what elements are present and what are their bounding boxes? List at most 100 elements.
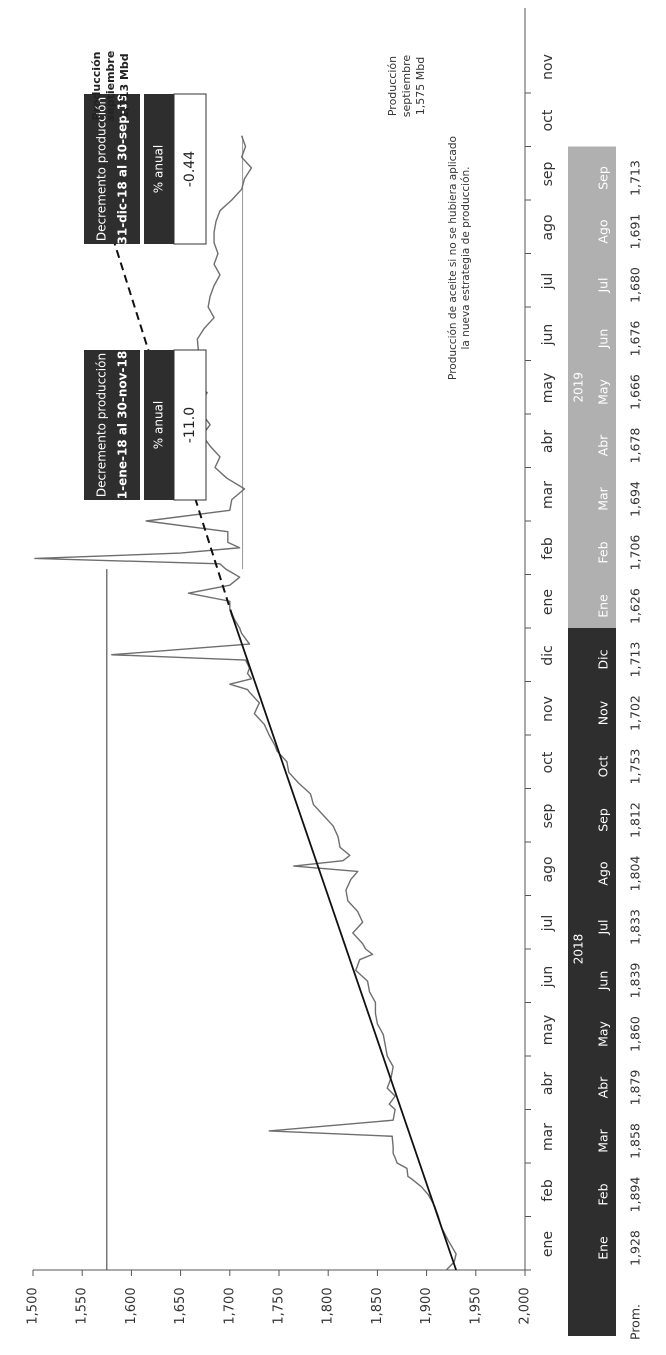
table-month: Jun [596,329,611,350]
x-tick-label: sep [540,161,556,186]
table-month: Ene [596,594,611,618]
y-tick-label: 1,700 [222,1287,237,1324]
y-tick-label: 1,550 [75,1287,90,1324]
daily-production-line [35,136,456,1270]
x-tick-label: mar [540,1123,556,1151]
data-table: 2018 2019 Ene Feb Mar Abr May Jun Jul Ago Sep Oct No… [568,147,666,1340]
annotation-1575-line: Producción [386,56,399,116]
y-tick-group: 2,000 1,950 1,900 1,850 1,800 1,750 1,700 1,650… [26,1270,533,1325]
x-tick-label: ene [540,1231,556,1257]
annotation-1575-line: septiembre [400,55,413,118]
x-tick-group: ene feb mar abr may jun jul ago sep oct nov dic ene f… [525,54,556,1270]
y-tick-label: 1,600 [124,1287,139,1324]
table-month: Sep [596,166,611,190]
box-2018-title-line2: 1-ene-18 al 30-nov-18 [116,351,130,499]
table-month: Mar [596,486,611,510]
y-tick-label: 1,900 [419,1287,434,1324]
annotation-1713-line: Producción [90,52,103,121]
table-avg-label: Prom. [628,1304,643,1340]
table-month: Feb [596,1183,611,1205]
annotation-projection-line: Producción de aceite si no se hubiera ap… [447,136,459,380]
table-month: Ago [596,219,611,243]
table-month: Nov [596,700,611,725]
box-2018-title-line1: Decremento producción [95,353,109,497]
x-tick-label: ago [540,856,556,882]
table-avg-value: 1,839 [628,963,643,999]
table-month: Ago [596,861,611,885]
table-avg-value: 1,706 [628,535,643,571]
table-avg-value: 1,626 [628,588,643,624]
annotation-1713-line: septiembre [104,51,117,122]
box-2019-header: % anual [152,145,166,193]
table-month: Jul [596,919,611,935]
table-avg-value: 1,860 [628,1016,643,1052]
table-month: May [596,1020,611,1046]
table-month: Feb [596,541,611,563]
table-month: Mar [596,1128,611,1152]
x-tick-label: may [540,1015,556,1046]
table-month: Oct [596,756,611,778]
table-month: Jun [596,971,611,992]
table-month: May [596,378,611,404]
table-month: Abr [596,1076,611,1098]
table-avg-value: 1,691 [628,214,643,250]
y-tick-label: 1,850 [370,1287,385,1324]
x-tick-label: feb [540,537,556,560]
y-tick-label: 1,950 [468,1287,483,1324]
table-avg-value: 1,694 [628,481,643,517]
table-avg-value: 1,928 [628,1230,643,1266]
y-tick-label: 1,800 [321,1287,336,1324]
x-tick-label: jul [540,273,556,291]
table-avg-value: 1,804 [628,856,643,892]
x-tick-label: ene [540,589,556,615]
y-tick-label: 1,500 [26,1287,41,1324]
box-2018-header: % anual [152,401,166,449]
table-avg-value: 1,702 [628,695,643,731]
x-tick-label: sep [540,803,556,828]
table-avg-value: 1,858 [628,1123,643,1159]
table-month: Abr [596,434,611,456]
x-tick-label: jul [540,915,556,933]
table-month: Jul [596,277,611,293]
x-tick-label: may [540,373,556,404]
box-2018-title-bg [84,350,140,500]
table-avg-value: 1,666 [628,374,643,410]
x-tick-label: nov [540,696,556,722]
y-tick-label: 2,000 [518,1287,533,1324]
year-label-2019: 2019 [572,372,586,403]
table-month: Dic [596,649,611,669]
trend-line [233,617,456,1270]
x-tick-label: jun [540,966,556,989]
x-tick-label: mar [540,481,556,509]
y-tick-label: 1,650 [173,1287,188,1324]
table-avg-value: 1,676 [628,321,643,357]
x-tick-label: feb [540,1179,556,1202]
table-month: Ene [596,1236,611,1260]
table-month: Sep [596,808,611,832]
annotation-1713-line: 1,713 Mbd [118,53,131,118]
x-tick-label: ago [540,214,556,240]
box-2019-value: -0.44 [182,151,198,187]
table-avg-value: 1,812 [628,802,643,838]
x-tick-label: oct [540,109,556,131]
table-avg-value: 1,833 [628,909,643,945]
table-avg-value: 1,753 [628,749,643,785]
x-tick-label: jun [540,324,556,347]
x-tick-label: dic [540,645,556,665]
table-avg-value: 1,879 [628,1070,643,1106]
summary-boxes: Decremento producción 1-ene-18 al 30-nov-… [84,94,206,500]
table-avg-value: 1,713 [628,642,643,678]
year-label-2018: 2018 [572,934,586,965]
annotation-projection-line: la nueva estrategia de producción. [460,166,472,349]
table-avg-value: 1,678 [628,428,643,464]
x-tick-label: abr [540,430,556,453]
x-tick-label: abr [540,1072,556,1095]
y-tick-label: 1,750 [272,1287,287,1324]
table-avg-value: 1,680 [628,267,643,303]
table-avg-value: 1,894 [628,1177,643,1213]
table-avg-value: 1,713 [628,160,643,196]
x-tick-label: oct [540,751,556,773]
annotation-1575-line: 1,575 Mbd [414,57,427,115]
series-group [35,136,456,1270]
